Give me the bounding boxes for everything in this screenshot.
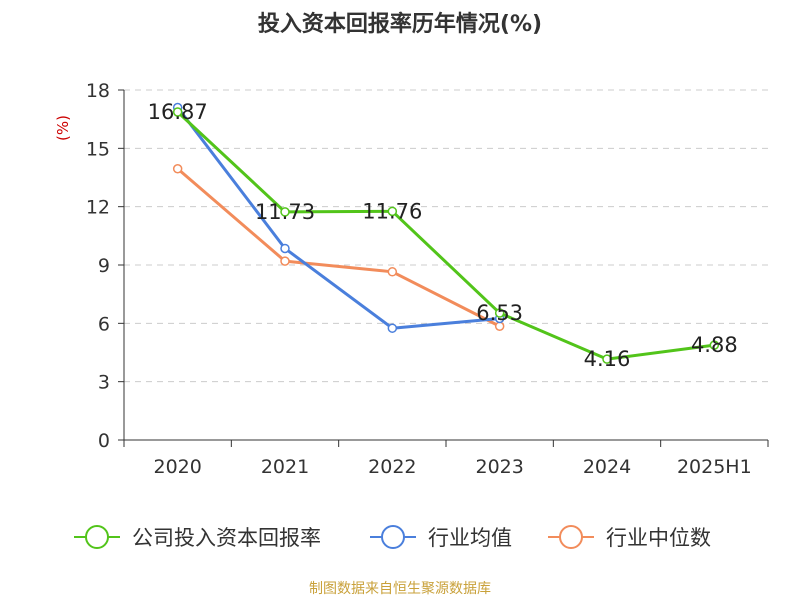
data-point [172, 164, 183, 174]
y-tick-label: 12 [86, 197, 110, 219]
data-point [280, 256, 290, 266]
data-point [280, 243, 290, 254]
x-tick-label: 2020 [153, 456, 201, 478]
data-label: 11.73 [255, 200, 315, 224]
x-tick-label: 2021 [261, 456, 309, 478]
legend-marker [559, 525, 583, 549]
y-tick-label: 6 [98, 313, 110, 335]
legend-marker [85, 525, 109, 549]
data-point [602, 354, 612, 364]
x-tick-label: 2024 [583, 456, 631, 478]
legend-label: 公司投入资本回报率 [132, 526, 321, 550]
series-line [176, 110, 715, 361]
data-label: 11.76 [362, 199, 422, 223]
legend-marker [381, 525, 405, 549]
y-tick-label: 18 [86, 80, 110, 102]
data-point [494, 308, 505, 318]
data-label: 16.87 [148, 100, 208, 124]
data-point [387, 267, 398, 277]
data-label: 6.53 [476, 301, 523, 325]
x-tick-label: 2023 [475, 456, 523, 478]
x-tick-label: 2025H1 [677, 456, 752, 478]
data-label: 4.88 [691, 333, 738, 357]
y-tick-label: 0 [98, 430, 110, 452]
data-point [280, 207, 290, 217]
data-source-note: 制图数据来自恒生聚源数据库 [309, 581, 491, 597]
y-tick-label: 15 [86, 138, 110, 160]
x-tick-label: 2022 [368, 456, 416, 478]
data-point [387, 206, 398, 217]
series-line [176, 106, 500, 330]
chart-title: 投入资本回报率历年情况(%) [257, 12, 543, 37]
data-point [709, 340, 720, 350]
data-point [172, 107, 183, 117]
series-line [176, 167, 501, 328]
y-tick-label: 3 [98, 372, 110, 394]
y-tick-label: 9 [98, 255, 110, 277]
y-axis-label: (%) [54, 115, 72, 141]
legend-label: 行业均值 [428, 526, 512, 550]
data-label: 4.16 [584, 347, 631, 371]
legend-label: 行业中位数 [606, 526, 711, 550]
data-point [387, 323, 398, 333]
